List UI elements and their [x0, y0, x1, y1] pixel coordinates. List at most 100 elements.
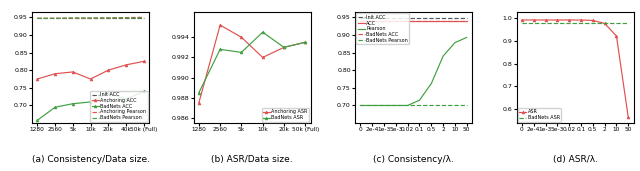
BadNets Pearson	[463, 104, 470, 107]
Init ACC	[428, 17, 435, 19]
Anchoring ASR	[237, 36, 245, 38]
BadNets Pearson	[380, 104, 388, 107]
BadNets ACC	[392, 21, 399, 23]
BadNets Pearson	[369, 104, 376, 107]
BadNets Pearson	[33, 17, 41, 19]
BadNets ASR	[601, 22, 609, 24]
Line: Anchoring ACC: Anchoring ACC	[36, 60, 145, 80]
Anchoring ACC	[69, 71, 77, 73]
Init ACC	[392, 17, 399, 19]
Pearson	[380, 104, 388, 107]
BadNets ACC	[104, 92, 112, 94]
BadNets ASR	[565, 22, 573, 24]
BadNets ASR	[301, 41, 309, 43]
BadNets Pearson	[439, 104, 447, 107]
Anchoring Pearson	[33, 17, 41, 19]
BadNets ASR	[589, 22, 596, 24]
Line: BadNets ASR: BadNets ASR	[198, 31, 307, 94]
BadNets Pearson	[451, 104, 459, 107]
BadNets ACC	[86, 101, 94, 103]
BadNets ACC	[463, 21, 470, 23]
BadNets ACC	[51, 106, 59, 108]
Pearson	[392, 104, 399, 107]
Legend: Init ACC, ACC, Pearson, BadNets ACC, BadNets Pearson: Init ACC, ACC, Pearson, BadNets ACC, Bad…	[356, 14, 410, 44]
BadNets ACC	[369, 21, 376, 23]
ACC	[404, 21, 412, 23]
Anchoring ASR	[216, 24, 224, 26]
Pearson	[369, 104, 376, 107]
Init ACC	[86, 17, 94, 19]
BadNets Pearson	[104, 17, 112, 19]
BadNets ASR	[280, 46, 288, 48]
BadNets ACC	[451, 21, 459, 23]
Init ACC	[463, 17, 470, 19]
ASR	[541, 19, 549, 21]
Pearson	[463, 36, 470, 38]
Pearson	[404, 104, 412, 107]
Anchoring ACC	[33, 78, 41, 80]
BadNets ACC	[69, 103, 77, 105]
Init ACC	[356, 17, 364, 19]
BadNets ACC	[356, 21, 364, 23]
BadNets ACC	[428, 21, 435, 23]
ACC	[380, 21, 388, 23]
Text: (b) ASR/Data size.: (b) ASR/Data size.	[211, 155, 293, 164]
BadNets Pearson	[86, 17, 94, 19]
BadNets ASR	[259, 31, 266, 33]
Legend: Init ACC, Anchoring ACC, BadNets ACC, Anchoring Pearson, BadNets Pearson: Init ACC, Anchoring ACC, BadNets ACC, An…	[90, 91, 148, 122]
BadNets Pearson	[122, 17, 130, 19]
Line: BadNets ACC: BadNets ACC	[36, 90, 145, 122]
ASR	[518, 19, 525, 21]
Init ACC	[451, 17, 459, 19]
Anchoring ASR	[259, 56, 266, 58]
Anchoring ACC	[51, 73, 59, 75]
BadNets ASR	[518, 22, 525, 24]
ASR	[625, 116, 632, 118]
Text: (a) Consistency/Data size.: (a) Consistency/Data size.	[31, 155, 150, 164]
Pearson	[439, 55, 447, 57]
ACC	[356, 21, 364, 23]
Anchoring Pearson	[51, 17, 59, 19]
Pearson	[415, 99, 423, 101]
BadNets ACC	[140, 90, 148, 92]
Anchoring ASR	[280, 46, 288, 48]
ACC	[415, 21, 423, 23]
BadNets ASR	[195, 92, 203, 94]
BadNets Pearson	[428, 104, 435, 107]
BadNets ACC	[33, 119, 41, 121]
Init ACC	[415, 17, 423, 19]
Init ACC	[33, 17, 41, 19]
Anchoring ACC	[104, 69, 112, 71]
Anchoring Pearson	[122, 17, 130, 19]
Init ACC	[51, 17, 59, 19]
Legend: ASR, BadNets ASR: ASR, BadNets ASR	[518, 108, 561, 122]
Anchoring Pearson	[86, 17, 94, 19]
Line: ASR: ASR	[520, 19, 630, 119]
BadNets Pearson	[356, 104, 364, 107]
Init ACC	[380, 17, 388, 19]
Anchoring Pearson	[140, 16, 148, 18]
ACC	[369, 21, 376, 23]
BadNets Pearson	[392, 104, 399, 107]
ACC	[451, 21, 459, 23]
BadNets ASR	[541, 22, 549, 24]
ASR	[612, 35, 620, 37]
Init ACC	[122, 17, 130, 19]
Pearson	[428, 83, 435, 85]
Line: Anchoring ASR: Anchoring ASR	[198, 24, 307, 104]
Line: Pearson: Pearson	[360, 37, 467, 106]
BadNets ASR	[216, 48, 224, 50]
Init ACC	[104, 17, 112, 19]
Anchoring ACC	[86, 78, 94, 80]
BadNets Pearson	[415, 104, 423, 107]
ASR	[565, 19, 573, 21]
BadNets Pearson	[69, 17, 77, 19]
Init ACC	[140, 17, 148, 19]
ACC	[463, 21, 470, 23]
BadNets ASR	[554, 22, 561, 24]
Init ACC	[69, 17, 77, 19]
Pearson	[356, 104, 364, 107]
Legend: Anchoring ASR, BadNets ASR: Anchoring ASR, BadNets ASR	[262, 108, 309, 122]
BadNets ACC	[380, 21, 388, 23]
BadNets ASR	[237, 51, 245, 53]
